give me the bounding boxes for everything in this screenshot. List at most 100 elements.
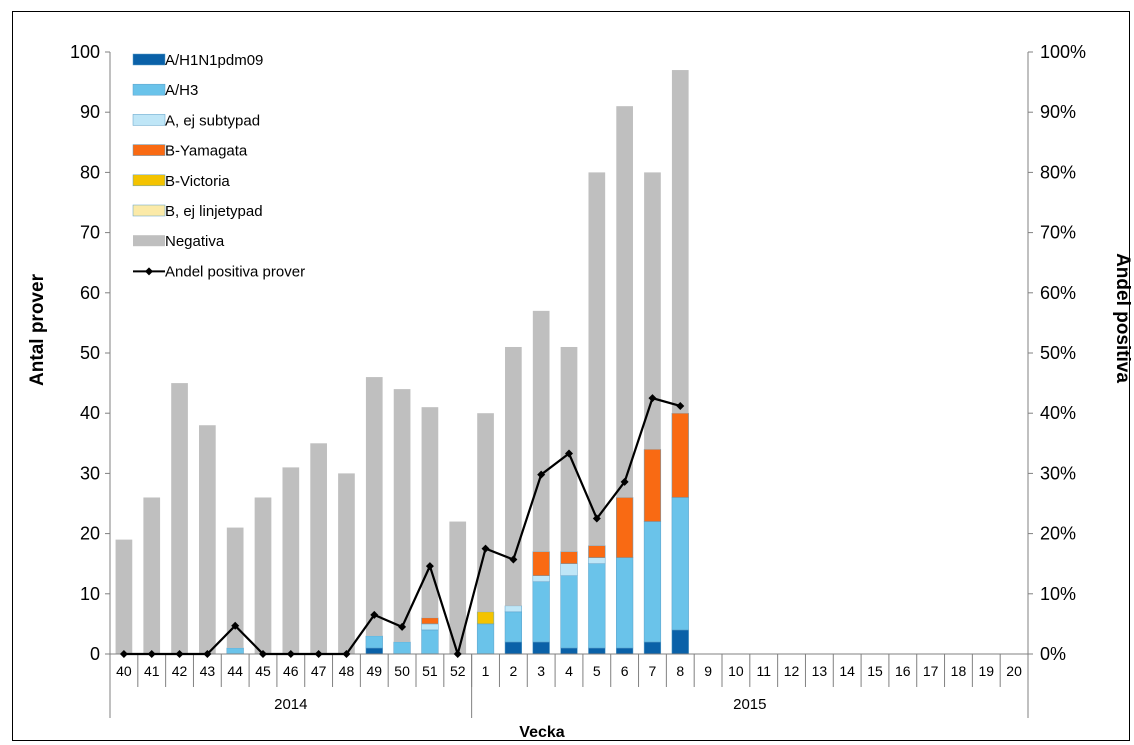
y2-tick-label: 30% — [1040, 463, 1076, 483]
bar-a-h3-2 — [504, 611, 522, 643]
y-axis-title: Antal prover — [27, 273, 48, 386]
x-tick-label: 6 — [621, 663, 629, 679]
legend-swatch — [132, 53, 166, 66]
bar-negativa-41 — [143, 497, 161, 654]
bar-negativa-2 — [505, 346, 522, 606]
bar-a-h3-49 — [365, 635, 383, 649]
bar-a-h3-8 — [671, 497, 689, 631]
y-tick-label: 90 — [80, 102, 100, 122]
legend-label: B-Victoria — [165, 173, 230, 190]
x-axis-title: Vecka — [519, 724, 564, 741]
x-tick-label: 49 — [366, 663, 382, 679]
x-tick-label: 43 — [200, 663, 216, 679]
x-tick-label: 10 — [728, 663, 744, 679]
bars-layer — [115, 70, 689, 655]
x-tick-label: 4 — [565, 663, 573, 679]
y-tick-label: 50 — [80, 343, 100, 363]
x-tick-label: 12 — [784, 663, 800, 679]
legend-label: B-Yamagata — [165, 143, 248, 160]
bar-b-yamagata-3 — [532, 551, 550, 576]
bar-negativa-4 — [560, 346, 578, 552]
line-point — [537, 470, 546, 479]
x-tick-label: 51 — [422, 663, 438, 679]
bar-negativa-6 — [616, 106, 633, 498]
bar-negativa-3 — [532, 310, 550, 552]
x-tick-label: 44 — [227, 663, 243, 679]
bar-a-ej-subtypad-51 — [421, 623, 439, 631]
y-tick-label: 0 — [90, 644, 100, 664]
bar-negativa-40 — [115, 539, 133, 654]
bar-a-h3-1 — [476, 623, 495, 655]
line-point — [259, 650, 267, 658]
bar-a-h3-6 — [616, 557, 634, 649]
bar-a-ej-subtypad-5 — [588, 557, 606, 564]
legend: A/H1N1pdm09 A/H3 A, ej subtypad B-Yamagata B… — [132, 52, 305, 280]
y2-tick-label: 70% — [1040, 223, 1076, 243]
bar-b-yamagata-51 — [421, 617, 439, 625]
bar-negativa-49 — [365, 377, 383, 636]
line-point — [147, 650, 156, 658]
bar-negativa-7 — [644, 172, 661, 450]
bar-negativa-44 — [226, 527, 244, 648]
bar-b-yamagata-7 — [643, 449, 662, 522]
legend-label: A/H3 — [165, 82, 198, 99]
bar-negativa-42 — [171, 383, 188, 654]
bar-a-h1n1pdm09-8 — [671, 629, 689, 655]
bar-b-yamagata-8 — [671, 412, 689, 498]
legend-swatch — [132, 204, 166, 217]
x-tick-label: 47 — [311, 663, 327, 679]
bar-negativa-46 — [282, 467, 300, 654]
bar-a-h1n1pdm09-7 — [643, 641, 662, 655]
bar-negativa-45 — [254, 497, 272, 654]
x-tick-label: 13 — [812, 663, 828, 679]
line-point — [398, 622, 407, 631]
line-point — [509, 555, 518, 564]
x-tick-label: 48 — [339, 663, 355, 679]
legend-swatch — [132, 174, 166, 187]
line-point — [286, 650, 295, 658]
bar-a-h3-5 — [588, 563, 606, 649]
line-point — [592, 514, 601, 523]
y2-tick-label: 0% — [1040, 644, 1066, 664]
bar-a-ej-subtypad-2 — [504, 605, 522, 613]
y-tick-label: 60 — [80, 283, 100, 303]
bar-b-victoria-1 — [476, 611, 495, 625]
line-point — [481, 544, 490, 553]
line-point — [676, 401, 685, 410]
bar-a-ej-subtypad-3 — [532, 575, 550, 583]
x-tick-label: 14 — [839, 663, 855, 679]
bar-negativa-43 — [199, 425, 216, 654]
line-point — [565, 449, 573, 458]
x-tick-label: 41 — [144, 663, 160, 679]
x-tick-label: 19 — [978, 663, 994, 679]
line-point — [425, 562, 434, 571]
legend-swatch — [132, 114, 166, 126]
y2-tick-label: 50% — [1040, 343, 1076, 363]
line-point — [342, 650, 351, 658]
bar-b-yamagata-5 — [588, 545, 606, 558]
x-tick-label: 17 — [923, 663, 939, 679]
x-tick-label: 20 — [1006, 663, 1022, 679]
bar-negativa-52 — [449, 521, 467, 654]
bar-a-h1n1pdm09-5 — [588, 647, 606, 655]
bar-a-h3-7 — [643, 521, 662, 643]
legend-label: A/H1N1pdm09 — [165, 52, 263, 69]
bar-b-yamagata-6 — [616, 497, 634, 558]
y2-tick-label: 90% — [1040, 102, 1076, 122]
x-tick-label: 45 — [255, 663, 271, 679]
bar-a-h3-51 — [421, 629, 439, 655]
x-tick-label: 5 — [593, 663, 601, 679]
bar-a-h3-4 — [560, 575, 578, 649]
legend-swatch — [132, 83, 166, 96]
x-tick-label: 42 — [172, 663, 188, 679]
line-layer — [119, 394, 685, 658]
bar-a-h1n1pdm09-3 — [532, 641, 550, 655]
legend-label: B, ej linjetypad — [165, 203, 263, 220]
y-tick-label: 30 — [80, 463, 100, 483]
line-point — [119, 650, 128, 658]
x-tick-label: 1 — [482, 663, 490, 679]
x-tick-label: 52 — [450, 663, 466, 679]
x-tick-label: 15 — [867, 663, 883, 679]
bar-a-h3-44 — [226, 647, 244, 655]
